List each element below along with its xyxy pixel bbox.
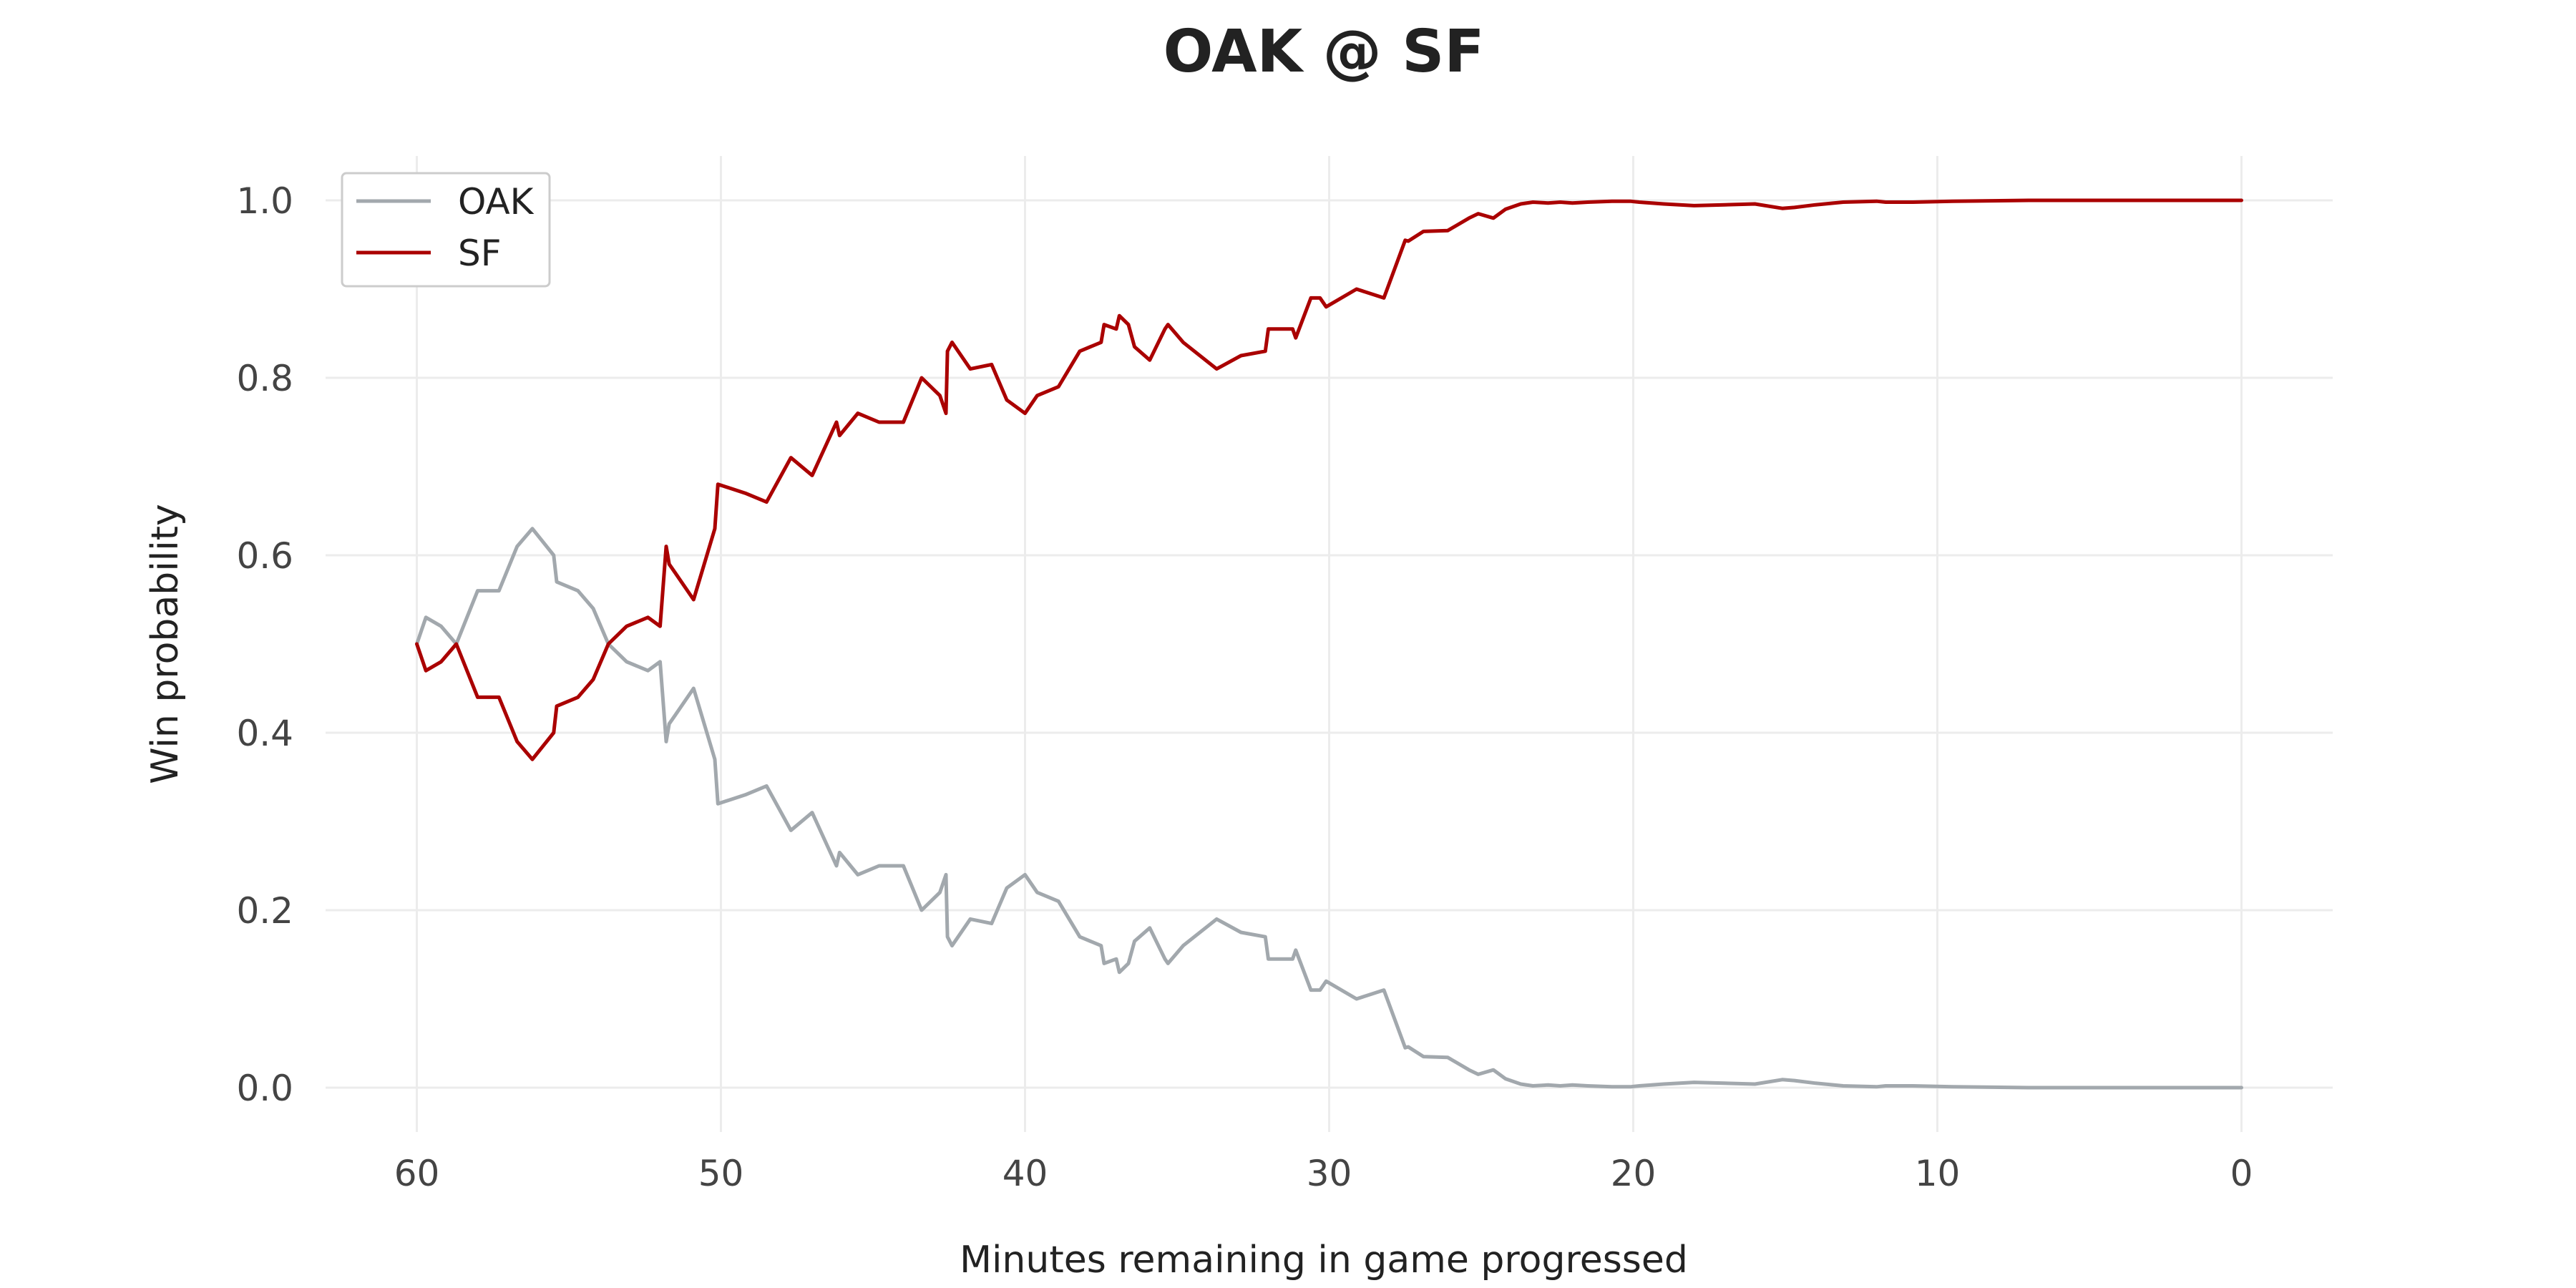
grid-lines xyxy=(326,156,2333,1132)
x-tick-label: 50 xyxy=(698,1153,744,1194)
series-lines xyxy=(415,198,2243,1090)
x-tick-label: 30 xyxy=(1307,1153,1352,1194)
y-tick-label: 0.2 xyxy=(236,890,293,932)
x-tick-label: 10 xyxy=(1915,1153,1961,1194)
y-tick-label: 0.0 xyxy=(236,1068,293,1109)
y-tick-label: 0.8 xyxy=(236,358,293,399)
x-axis-label: Minutes remaining in game progressed xyxy=(960,1239,1688,1282)
series-line-oak xyxy=(415,527,2243,1090)
y-tick-label: 0.4 xyxy=(236,713,293,754)
legend-label-oak: OAK xyxy=(458,181,535,223)
y-tick-label: 1.0 xyxy=(236,180,293,222)
chart-title: OAK @ SF xyxy=(1163,18,1485,86)
x-tick-label: 40 xyxy=(1002,1153,1048,1194)
x-tick-label: 20 xyxy=(1611,1153,1657,1194)
x-tick-label: 60 xyxy=(394,1153,440,1194)
y-axis-label: Win probability xyxy=(144,504,187,784)
legend: OAK SF xyxy=(341,172,551,288)
x-tick-label: 0 xyxy=(2230,1153,2253,1194)
series-line-sf xyxy=(415,198,2243,761)
legend-label-sf: SF xyxy=(458,233,502,274)
y-tick-label: 0.6 xyxy=(236,535,293,577)
tick-labels: 60 50 40 30 20 10 0 0.0 0.2 0.4 0.6 0.8 1.0 xyxy=(236,180,2253,1194)
